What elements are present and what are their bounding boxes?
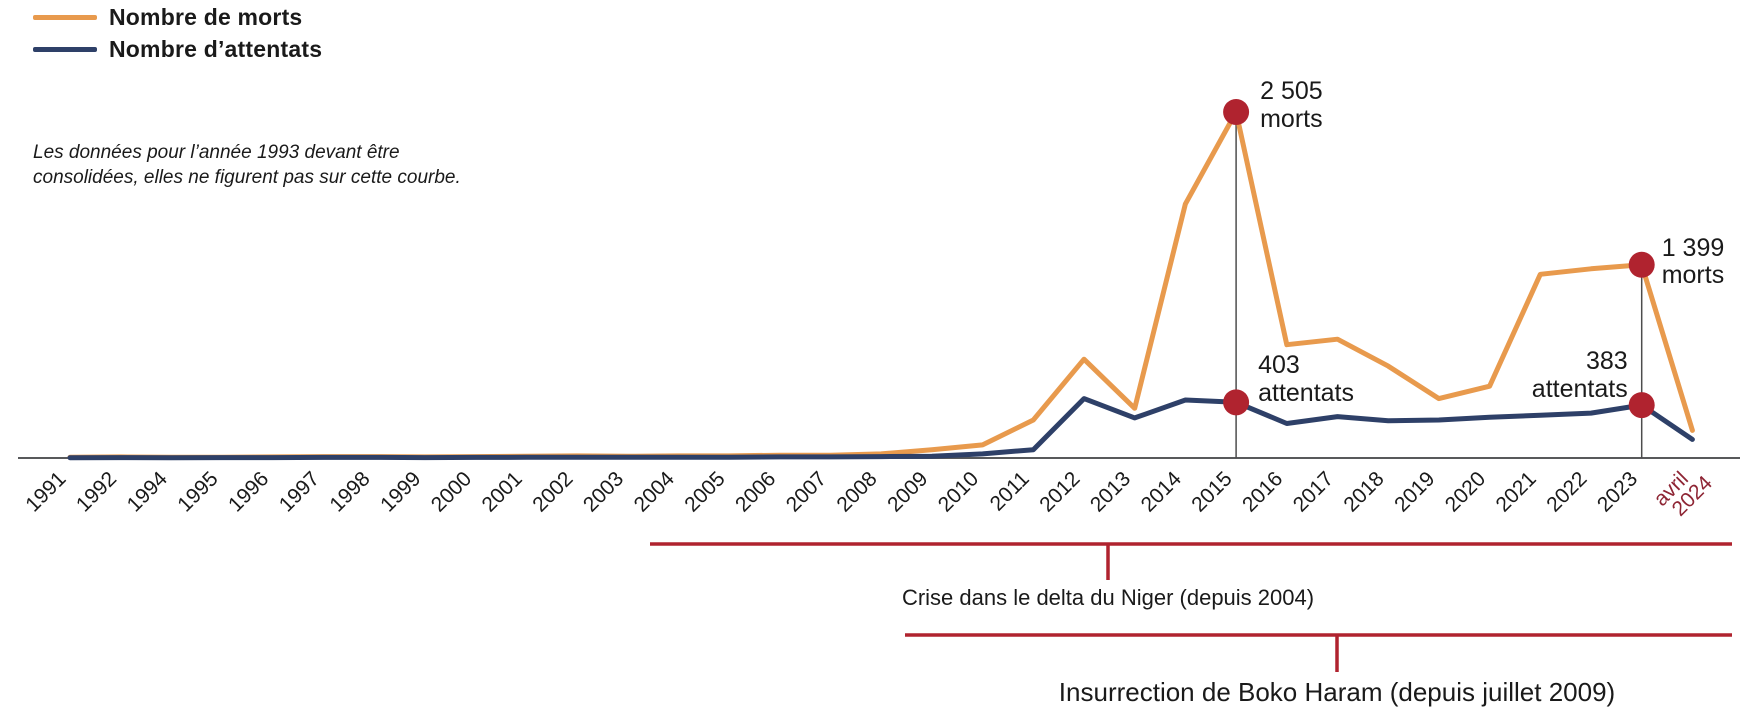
x-axis-label: 2022: [1542, 467, 1591, 516]
annotation-2015-morts: 2 505 morts: [1260, 77, 1323, 133]
event-label-niger-delta: Crise dans le delta du Niger (depuis 200…: [901, 585, 1315, 610]
x-axis-label: 1998: [325, 467, 374, 516]
legend: Nombre de morts Nombre d’attentats: [33, 3, 323, 62]
morts-line-series: [67, 109, 1695, 460]
x-axis-label: 1991: [21, 467, 70, 516]
x-axis-label: 2004: [630, 467, 680, 517]
x-axis-label: 2015: [1187, 467, 1236, 516]
x-axis-label: 2020: [1441, 467, 1490, 516]
x-axis-label: 1992: [72, 467, 121, 516]
annotation-unit: morts: [1260, 104, 1323, 133]
x-axis-label: 2018: [1339, 467, 1388, 516]
annotation-value: 383: [1585, 347, 1628, 376]
annotation-unit: attentats: [1531, 374, 1628, 403]
x-axis-label: 2014: [1137, 467, 1187, 517]
legend-swatch-morts-line: [33, 14, 97, 20]
x-axis-label: 2021: [1492, 467, 1541, 516]
x-axis-label: 2001: [478, 467, 527, 516]
x-axis-label: 1999: [376, 467, 425, 516]
footnote-1993: Les données pour l’année 1993 devant êtr…: [33, 142, 461, 189]
legend-item-morts: Nombre de morts: [33, 3, 322, 30]
annotation-value: 403: [1258, 351, 1300, 380]
marker-dot-2015-morts: [1223, 99, 1250, 125]
x-axis-label: 2005: [680, 467, 729, 516]
event-label-boko-haram: Insurrection de Boko Haram (depuis juill…: [1058, 677, 1616, 707]
annotation-value: 1 399: [1661, 233, 1725, 262]
attentats-line-series: [67, 396, 1695, 461]
x-axis-label: 1994: [123, 467, 173, 517]
legend-item-attentats: Nombre d’attentats: [33, 35, 323, 62]
x-axis-label: 2000: [427, 467, 476, 516]
annotation-unit: attentats: [1258, 378, 1354, 407]
legend-swatch-attentats-line: [33, 46, 97, 52]
x-axis-label: 2013: [1086, 467, 1135, 516]
x-axis-label: 2009: [883, 467, 932, 516]
x-axis-label: 1997: [275, 467, 324, 516]
x-axis-label: 2017: [1289, 467, 1338, 516]
annotation-2015-attentats: 403 attentats: [1258, 352, 1354, 407]
annotation-value: 2 505: [1260, 77, 1323, 105]
x-axis-label: 2008: [832, 467, 881, 516]
legend-label-morts: Nombre de morts: [109, 3, 303, 30]
marker-dot-2023-morts: [1628, 251, 1655, 278]
annotation-unit: morts: [1661, 261, 1725, 290]
marker-dot-2023-attentats: [1628, 392, 1655, 419]
x-axis-label: 2006: [731, 467, 780, 516]
x-axis-label: 2012: [1035, 467, 1084, 516]
x-axis-label: 2003: [579, 467, 628, 516]
x-axis-label: 2011: [986, 467, 1034, 515]
x-axis-label: 2010: [934, 467, 983, 516]
x-axis-label: 1996: [224, 467, 273, 516]
x-axis-label: 2016: [1238, 467, 1287, 516]
x-axis-label: 1995: [173, 467, 222, 516]
x-axis-label-special: avril2024: [1649, 457, 1717, 525]
annotation-2023-morts: 1 399 morts: [1661, 233, 1725, 290]
x-axis-label: 2019: [1390, 467, 1439, 516]
x-axis-label: 2023: [1593, 467, 1642, 516]
x-axis-label: 2007: [782, 467, 831, 516]
marker-dot-2015-attentats: [1223, 389, 1250, 416]
x-axis-label: 2002: [528, 467, 577, 516]
annotation-2023-attentats: 383 attentats: [1532, 348, 1628, 403]
legend-label-attentats: Nombre d’attentats: [109, 35, 323, 62]
